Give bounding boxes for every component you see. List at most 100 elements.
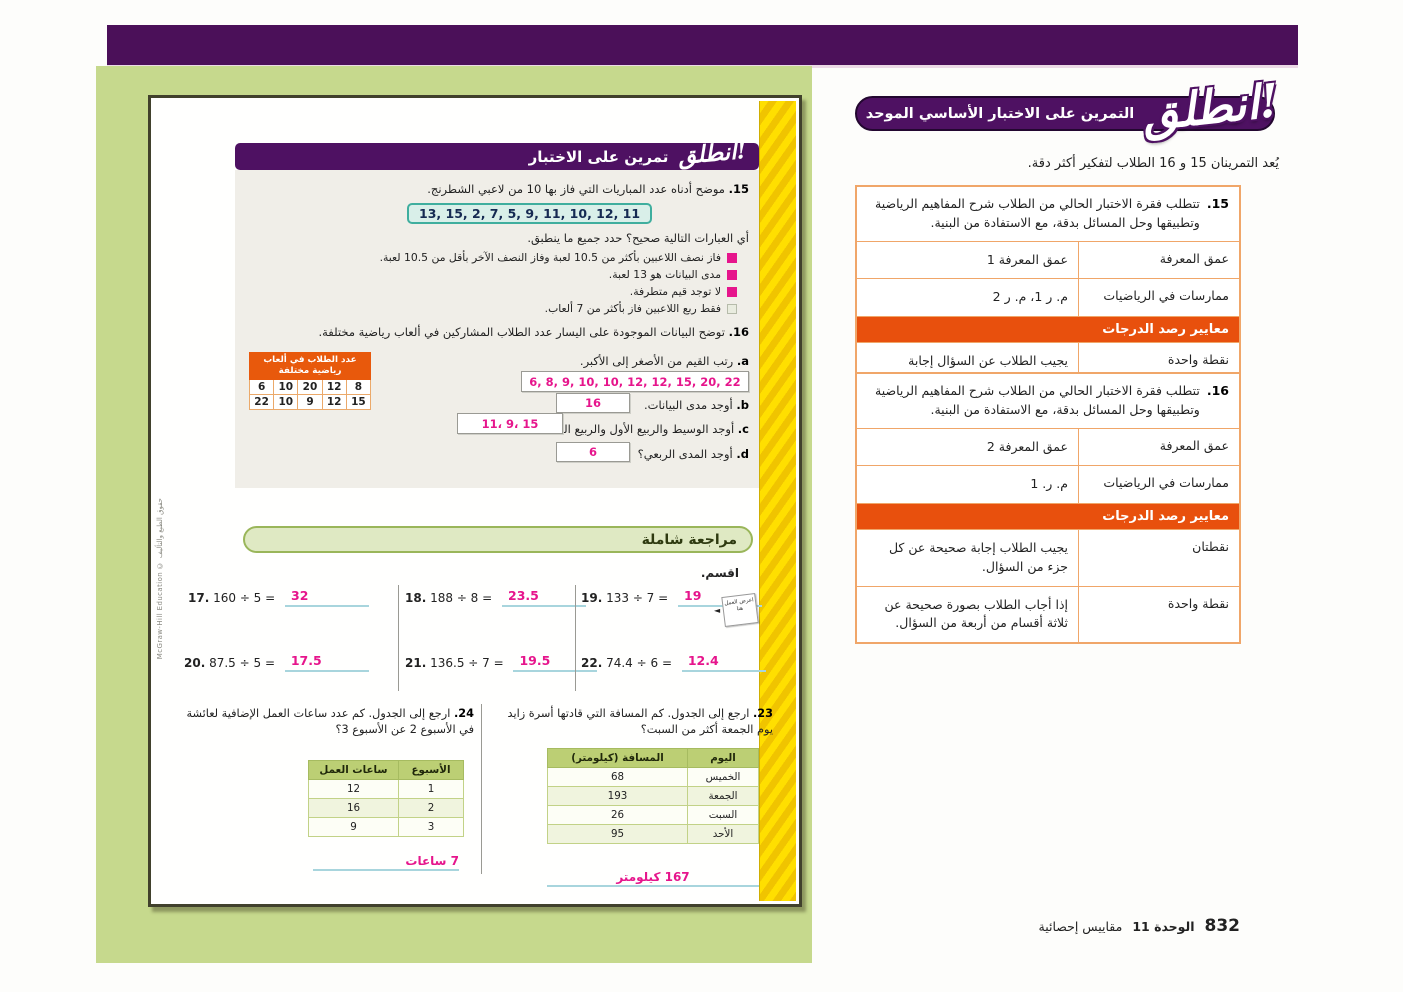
exercise-15-note-table: 15. تتطلب فقرة الاختبار الحالي من الطلاب… [855, 185, 1241, 401]
division-problem-20: 20. 87.5 ÷ 5 = 17.5 [184, 653, 369, 672]
question-23-text: 23. ارجع إلى الجدول. كم المسافة التي قاد… [493, 706, 773, 739]
option-row: فاز نصف اللاعبين بأكثر من 10.5 لعبة وفاز… [243, 251, 737, 264]
question-16-prompt: 16. توضح البيانات الموجودة على اليسار عد… [245, 325, 749, 339]
question-15-prompt: 15. موضح أدناه عدد المباريات التي فاز به… [245, 182, 749, 196]
division-problem-17: 17. 160 ÷ 5 = 32 [188, 588, 370, 607]
option-text: فاز نصف اللاعبين بأكثر من 10.5 لعبة وفاز… [379, 251, 721, 264]
col-header: المسافة (كيلومتر) [547, 748, 688, 768]
cell: 2 [398, 798, 464, 818]
copyright-text: McGraw-Hill Education © حقوق الطبع والتأ… [156, 498, 164, 660]
cell: 68 [547, 767, 688, 787]
row-value: م. ر 1، م. ر 2 [992, 289, 1068, 305]
part-label: b. [736, 398, 749, 412]
problem-number: 17. [188, 591, 210, 605]
margin-note-arrow-icon: ◄ [714, 606, 721, 615]
row-value: عمق المعرفة 1 [986, 251, 1068, 267]
cell: 12 [308, 779, 399, 799]
distance-table: اليوم المسافة (كيلومتر) الخميس 68 الجمعة 1… [547, 748, 759, 844]
problem-expression: 74.4 ÷ 6 = [606, 656, 672, 670]
cell: 3 [398, 817, 464, 837]
unit-label: الوحدة 11 [1132, 919, 1195, 934]
panel-intro: يُعد التمرينان 15 و 16 الطلاب لتفكير أكث… [1027, 156, 1279, 171]
cell: 10 [273, 378, 299, 395]
go-logo-script: انطلق! [677, 136, 749, 170]
question-24-body: ارجع إلى الجدول. كم عدد ساعات العمل الإض… [186, 707, 474, 737]
part-text: أوجد مدى البيانات. [644, 398, 733, 412]
cell: 95 [547, 824, 688, 844]
cell: السبت [687, 805, 759, 825]
table-row: 6 10 20 12 8 [248, 378, 372, 395]
column-divider [481, 704, 482, 874]
row-value: م. ر. 1 [1030, 476, 1068, 492]
checkbox-checked-icon [727, 287, 737, 297]
note-row: نقطة واحدة إذا أجاب الطلاب بصورة صحيحة ع… [857, 585, 1239, 642]
answer-box-c: 11، 9، 15 [457, 413, 563, 434]
problem-expression: 160 ÷ 5 = [213, 591, 276, 605]
page-header-bar: تمرين على الاختبار انطلق! [235, 137, 759, 170]
problem-expression: 133 ÷ 7 = [606, 591, 669, 605]
note-intro-row: 16. تتطلب فقرة الاختبار الحالي من الطلاب… [857, 374, 1239, 428]
problem-answer: 32 [291, 588, 309, 603]
table-row: 22 10 9 12 15 [248, 393, 372, 410]
divide-instruction: اقسم. [700, 566, 739, 580]
cell: 16 [308, 798, 399, 818]
question-24-number: 24. [453, 707, 474, 720]
go-banner: التمرين على الاختبار الأساسي الموحد انطل… [855, 73, 1281, 141]
page-number: 832 [1204, 916, 1241, 936]
table-row: الخميس 68 [547, 767, 759, 787]
row-label: نقطة واحدة [1078, 586, 1239, 642]
page-header-title: تمرين على الاختبار [528, 147, 669, 166]
cell: الجمعة [687, 786, 759, 806]
go-banner-title: التمرين على الاختبار الأساسي الموحد [865, 105, 1135, 122]
answer-box-a: 6, 8, 9, 10, 10, 12, 12, 15, 20, 22 [521, 371, 749, 392]
division-problem-21: 21. 136.5 ÷ 7 = 19.5 [405, 653, 598, 672]
part-label: a. [736, 354, 749, 368]
answer-line: 19.5 [513, 653, 598, 672]
part-label: c. [737, 422, 749, 436]
problem-number: 22. [581, 656, 603, 670]
table-title: عدد الطلاب في ألعاب رياضية مختلفة [249, 352, 371, 380]
option-row: لا توجد قيم متطرفة. [243, 285, 737, 298]
test-practice-box: 15. موضح أدناه عدد المباريات التي فاز به… [235, 170, 759, 488]
problem-number: 18. [405, 591, 427, 605]
cell: 193 [547, 786, 688, 806]
note-row: عمق المعرفة عمق المعرفة 1 [857, 240, 1239, 279]
col-header: الأسبوع [398, 760, 464, 780]
row-label: عمق المعرفة [1078, 241, 1239, 279]
table-row: السبت 26 [547, 805, 759, 825]
note-row: نقطتان يجيب الطلاب إجابة صحيحة عن كل جزء… [857, 529, 1239, 586]
col-header: اليوم [687, 748, 759, 768]
scoring-header: معايير رصد الدرجات [857, 316, 1239, 342]
cell: 12 [321, 378, 347, 395]
answer-box-d: 6 [556, 442, 630, 462]
row-label: نقطتان [1078, 530, 1239, 586]
table-row: الجمعة 193 [547, 786, 759, 806]
checkbox-checked-icon [727, 253, 737, 263]
option-text: لا توجد قيم متطرفة. [629, 285, 721, 298]
division-problem-18: 18. 188 ÷ 8 = 23.5 [405, 588, 587, 607]
answer-line: 17.5 [284, 653, 369, 672]
part-label: d. [736, 447, 749, 461]
row-value: يجيب الطلاب إجابة صحيحة عن كل جزء من الس… [888, 540, 1068, 574]
cell: الخميس [687, 767, 759, 787]
question-24-text: 24. ارجع إلى الجدول. كم عدد ساعات العمل … [186, 706, 474, 739]
cell: 22 [248, 393, 275, 410]
note-number: 15. [1206, 196, 1229, 211]
problem-number: 20. [184, 656, 206, 670]
note-row: ممارسات في الرياضيات م. ر 1، م. ر 2 [857, 278, 1239, 316]
data-values-highlight: 13, 15, 2, 7, 5, 9, 11, 10, 12, 11 [407, 203, 653, 224]
checkbox-unchecked-icon [727, 304, 737, 314]
option-row: فقط ربع اللاعبين فاز بأكثر من 7 ألعاب. [243, 302, 737, 315]
cell: 8 [345, 378, 372, 395]
cell: 26 [547, 805, 688, 825]
question-15-text: موضح أدناه عدد المباريات التي فاز بها 10… [427, 182, 725, 196]
problem-answer: 19.5 [519, 653, 551, 668]
scoring-header: معايير رصد الدرجات [857, 503, 1239, 529]
question-15-number: 15. [728, 182, 749, 196]
column-divider [575, 585, 576, 691]
column-divider [398, 585, 399, 691]
margin-note: اعرض العمل هنا [721, 593, 759, 627]
